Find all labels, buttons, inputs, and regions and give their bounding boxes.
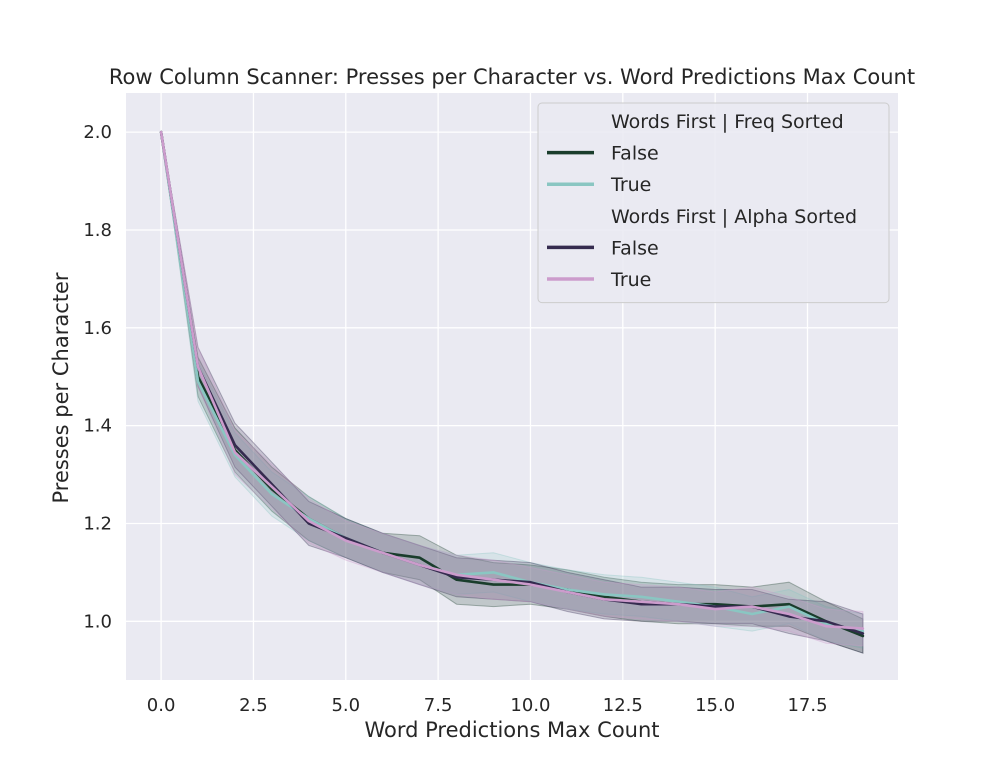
y-tick-label: 1.0 [83, 611, 112, 632]
x-tick-label: 15.0 [695, 695, 735, 716]
legend-group-title: Words First | Alpha Sorted [611, 206, 857, 228]
x-tick-label: 0.0 [147, 695, 176, 716]
legend-entry-label: True [610, 174, 651, 196]
series-line-1-1 [159, 130, 865, 630]
x-tick-label: 7.5 [424, 695, 453, 716]
y-tick-label: 1.6 [83, 318, 112, 339]
x-tick-label: 17.5 [787, 695, 827, 716]
legend-group-title: Words First | Freq Sorted [611, 111, 844, 133]
x-axis-ticks: 0.0 2.5 5.0 7.5 10.0 12.5 15.0 17.5 [147, 695, 828, 716]
legend-entry-label: False [611, 143, 659, 165]
series-line-0-1 [159, 130, 865, 633]
series-lines [159, 130, 865, 638]
legend-entry-label: False [611, 237, 659, 259]
x-tick-label: 2.5 [239, 695, 268, 716]
y-tick-label: 1.8 [83, 220, 112, 241]
legend: Words First | Freq Sorted False True Words … [537, 102, 890, 304]
x-tick-label: 10.0 [510, 695, 550, 716]
y-tick-label: 2.0 [83, 122, 112, 143]
chart-title: Row Column Scanner: Presses per Characte… [109, 65, 915, 89]
y-tick-label: 1.2 [83, 513, 112, 534]
x-tick-label: 12.5 [603, 695, 643, 716]
x-axis-label: Word Predictions Max Count [364, 718, 659, 742]
legend-entry-label: True [610, 269, 651, 291]
y-axis-ticks: 1.0 1.2 1.4 1.6 1.8 2.0 [83, 122, 112, 632]
legend-box [537, 102, 890, 304]
y-tick-label: 1.4 [83, 416, 112, 437]
y-axis-label: Presses per Character [49, 272, 73, 503]
x-tick-label: 5.0 [331, 695, 360, 716]
